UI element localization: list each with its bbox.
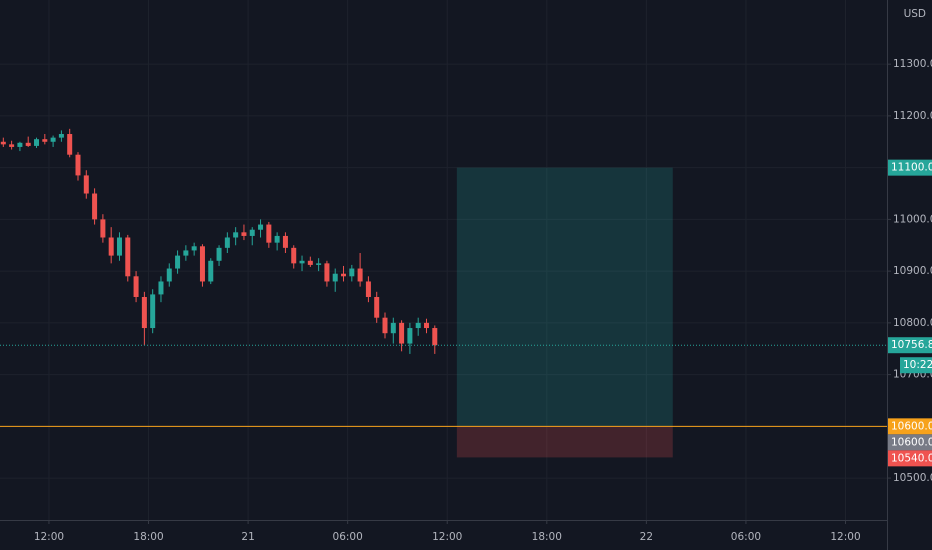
candle-body: [349, 268, 355, 277]
candle-body: [374, 296, 380, 318]
x-tick-label: 12:00: [432, 531, 462, 543]
candle-body: [282, 235, 288, 248]
candle-body: [357, 268, 363, 282]
candle-body: [299, 260, 305, 264]
axes: 10500.010600.010700.010800.010900.011000…: [34, 58, 932, 543]
price-label: 10540.0: [891, 452, 932, 464]
candle-body: [224, 237, 230, 248]
countdown: 10:22: [903, 359, 932, 371]
x-tick-label: 22: [640, 531, 653, 543]
candle-body: [415, 322, 421, 329]
currency-label: USD: [904, 8, 926, 20]
x-tick-label: 06:00: [333, 531, 363, 543]
price-label: 10600.0: [891, 420, 932, 432]
candle-body: [34, 139, 40, 146]
candle-body: [133, 276, 139, 297]
candle-body: [158, 281, 164, 295]
price-label-box: [888, 418, 932, 435]
price-label-box: [888, 450, 932, 467]
candle-body: [17, 142, 23, 147]
candle-body: [125, 237, 131, 277]
candle-body: [249, 229, 255, 236]
candle-body: [150, 294, 156, 329]
x-tick-label: 21: [241, 531, 254, 543]
candle-body: [365, 281, 371, 297]
candle-body: [92, 193, 98, 220]
candle-body: [332, 273, 338, 282]
candle-body: [341, 273, 347, 277]
countdown-box: [900, 357, 932, 374]
candle-body: [50, 137, 56, 142]
x-tick-label: 18:00: [532, 531, 562, 543]
candle-body: [407, 328, 413, 344]
candle-body: [42, 139, 48, 142]
candle-body: [58, 134, 64, 138]
candle-body: [199, 246, 205, 282]
candle-body: [216, 247, 222, 261]
y-tick-label: 11300.0: [893, 58, 932, 70]
candle-body: [25, 142, 31, 146]
target-zone: [456, 167, 673, 427]
candle-body: [399, 322, 405, 344]
candle-body: [423, 322, 429, 329]
candle-body: [175, 255, 181, 269]
y-tick-label: 11000.0: [893, 213, 932, 225]
candle-body: [266, 224, 272, 243]
y-tick-label: 10500.0: [893, 472, 932, 484]
candle-body: [183, 250, 189, 256]
y-tick-label: 10800.0: [893, 317, 932, 329]
price-label: 10600.0: [891, 436, 932, 448]
candle-body: [432, 328, 438, 346]
price-label-box: [888, 159, 932, 176]
price-label: 11100.0: [891, 162, 932, 174]
candle-body: [324, 263, 330, 282]
candle-body: [9, 144, 15, 147]
candle-body: [390, 322, 396, 334]
candle-body: [316, 263, 322, 265]
candle-body: [141, 296, 147, 329]
candle-body: [241, 232, 247, 236]
candle-body: [75, 154, 81, 176]
candle-body: [291, 247, 297, 264]
price-label-box: [888, 434, 932, 451]
price-label-box: [888, 337, 932, 354]
y-tick-label: 10900.0: [893, 265, 932, 277]
plot: [0, 128, 887, 458]
candle-body: [208, 260, 214, 282]
candle-body: [258, 224, 264, 230]
x-tick-label: 12:00: [830, 531, 860, 543]
y-tick-label: 11200.0: [893, 110, 932, 122]
candle-body: [116, 237, 122, 256]
stop-zone: [456, 426, 673, 458]
candle-body: [108, 237, 114, 256]
candle-body: [0, 141, 6, 145]
candle-body: [166, 268, 172, 282]
x-tick-label: 18:00: [133, 531, 163, 543]
candle-body: [100, 219, 106, 238]
candle-body: [274, 235, 280, 243]
x-tick-label: 12:00: [34, 531, 64, 543]
candle-body: [67, 134, 73, 155]
candle-body: [83, 175, 89, 194]
candle-body: [233, 232, 239, 238]
candle-body: [382, 317, 388, 334]
candle-body: [191, 246, 197, 251]
x-tick-label: 06:00: [731, 531, 761, 543]
candle-body: [307, 260, 313, 265]
price-label: 10756.8: [891, 339, 932, 351]
